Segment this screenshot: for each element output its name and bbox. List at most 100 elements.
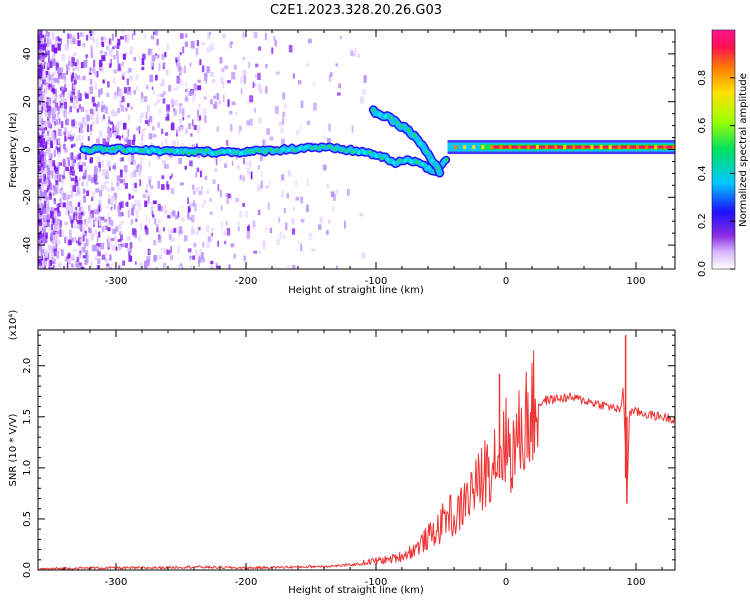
- heatmap-noise-cell: [167, 215, 171, 219]
- heatmap-noise-cell: [70, 97, 73, 103]
- heatmap-noise-cell: [125, 107, 128, 112]
- heatmap-trace-speckle: [413, 133, 416, 137]
- heatmap-noise-cell: [67, 58, 71, 63]
- heatmap-noise-cell: [117, 186, 121, 191]
- heatmap-noise-cell: [41, 101, 44, 110]
- heatmap-noise-cell: [51, 236, 55, 244]
- heatmap-noise-cell: [61, 54, 66, 62]
- heatmap-noise-cell: [113, 45, 117, 49]
- heatmap-noise-cell: [96, 174, 99, 178]
- heatmap-noise-cell: [87, 174, 92, 182]
- heatmap-noise-cell: [121, 135, 124, 139]
- heatmap-noise-cell: [175, 215, 178, 220]
- heatmap-noise-cell: [248, 118, 253, 126]
- heatmap-noise-cell: [52, 213, 56, 221]
- heatmap-noise-cell: [130, 106, 133, 110]
- heatmap-noise-cell: [53, 77, 58, 83]
- heatmap-noise-cell: [59, 145, 62, 149]
- heatmap-noise-cell: [65, 118, 69, 126]
- heatmap-noise-cell: [154, 30, 158, 36]
- heatmap-noise-cell: [222, 94, 225, 102]
- heatmap-noise-cell: [77, 90, 80, 98]
- heatmap-noise-cell: [140, 222, 143, 231]
- heatmap-noise-cell: [179, 33, 184, 39]
- heatmap-noise-cell: [260, 180, 263, 189]
- snr-x-tick-label: -100: [365, 577, 388, 588]
- heatmap-noise-cell: [153, 134, 157, 138]
- heatmap-noise-cell: [38, 165, 42, 171]
- heatmap-noise-cell: [101, 160, 105, 168]
- heatmap-noise-cell: [177, 211, 180, 218]
- heatmap-noise-cell: [210, 46, 215, 51]
- heatmap-noise-cell: [262, 139, 265, 147]
- heatmap-noise-cell: [268, 180, 271, 185]
- heatmap-noise-cell: [98, 89, 101, 98]
- heatmap-noise-cell: [66, 70, 68, 75]
- heatmap-noise-cell: [65, 257, 67, 262]
- heatmap-noise-cell: [165, 132, 169, 136]
- snr-y-tick-label: 1.0: [22, 460, 33, 476]
- snr-panel: -300 -200 -100 0 100 0.0 0.5 1.0 1.5 2.0 Height o…: [8, 310, 676, 596]
- heatmap-noise-cell: [75, 96, 79, 104]
- heatmap-noise-cell: [135, 261, 137, 265]
- heatmap-noise-cell: [50, 131, 55, 136]
- heatmap-noise-cell: [38, 36, 41, 41]
- heatmap-noise-cell: [50, 40, 53, 45]
- heatmap-noise-cell: [126, 236, 131, 241]
- heatmap-noise-cell: [91, 36, 95, 41]
- heatmap-noise-cell: [247, 226, 250, 231]
- heatmap-trace-speckle: [316, 146, 319, 150]
- heatmap-noise-cell: [77, 181, 80, 186]
- heatmap-noise-cell: [85, 56, 88, 62]
- heatmap-noise-cell: [59, 220, 62, 228]
- heatmap-noise-cell: [213, 95, 216, 99]
- heatmap-noise-cell: [339, 35, 342, 40]
- heatmap-noise-cell: [202, 256, 204, 263]
- heatmap-noise-cell: [114, 197, 117, 204]
- heatmap-noise-cell: [52, 59, 56, 66]
- heatmap-noise-cell: [105, 141, 110, 146]
- heatmap-noise-cell: [59, 87, 62, 91]
- heatmap-noise-cell: [313, 102, 317, 111]
- heatmap-noise-cell: [164, 210, 168, 214]
- heatmap-noise-cell: [168, 85, 172, 92]
- heatmap-noise-cell: [41, 55, 44, 61]
- heatmap-noise-cell: [237, 165, 240, 169]
- heatmap-noise-cell: [107, 121, 110, 128]
- heatmap-noise-cell: [122, 122, 127, 130]
- heatmap-noise-cell: [204, 115, 207, 123]
- heatmap-noise-cell: [75, 224, 80, 229]
- heatmap-noise-cell: [67, 39, 69, 48]
- heatmap-noise-cell: [131, 33, 134, 40]
- heatmap-noise-cell: [38, 53, 41, 59]
- heatmap-noise-cell: [42, 132, 46, 141]
- heatmap-noise-cell: [140, 262, 144, 267]
- heatmap-noise-cell: [69, 153, 72, 159]
- heatmap-noise-cell: [86, 180, 88, 187]
- heatmap-trace-speckle: [152, 148, 156, 152]
- heatmap-trace-speckle: [88, 149, 91, 153]
- heatmap-noise-cell: [69, 33, 72, 39]
- heatmap-noise-cell: [209, 264, 213, 269]
- heatmap-noise-cell: [155, 74, 158, 81]
- heatmap-noise-cell: [142, 194, 147, 199]
- heatmap-noise-cell: [130, 219, 132, 225]
- heatmap-noise-cell: [58, 138, 61, 145]
- heatmap-noise-cell: [93, 38, 96, 44]
- heatmap-trace-speckle: [170, 148, 173, 152]
- heatmap-noise-cell: [119, 158, 122, 162]
- heatmap-noise-cell: [82, 180, 84, 187]
- heatmap-noise-cell: [77, 94, 81, 99]
- heatmap-noise-cell: [273, 36, 276, 41]
- heatmap-noise-cell: [129, 50, 132, 55]
- heatmap-noise-cell: [113, 69, 118, 74]
- heatmap-noise-cell: [105, 169, 109, 177]
- heatmap-noise-cell: [98, 162, 101, 168]
- heatmap-noise-cell: [279, 231, 282, 239]
- heatmap-noise-cell: [70, 75, 73, 83]
- heatmap-noise-cell: [151, 209, 154, 215]
- heatmap-noise-cell: [224, 163, 227, 168]
- heatmap-noise-cell: [56, 238, 59, 245]
- heatmap-noise-cell: [51, 92, 55, 99]
- heatmap-noise-cell: [203, 73, 208, 81]
